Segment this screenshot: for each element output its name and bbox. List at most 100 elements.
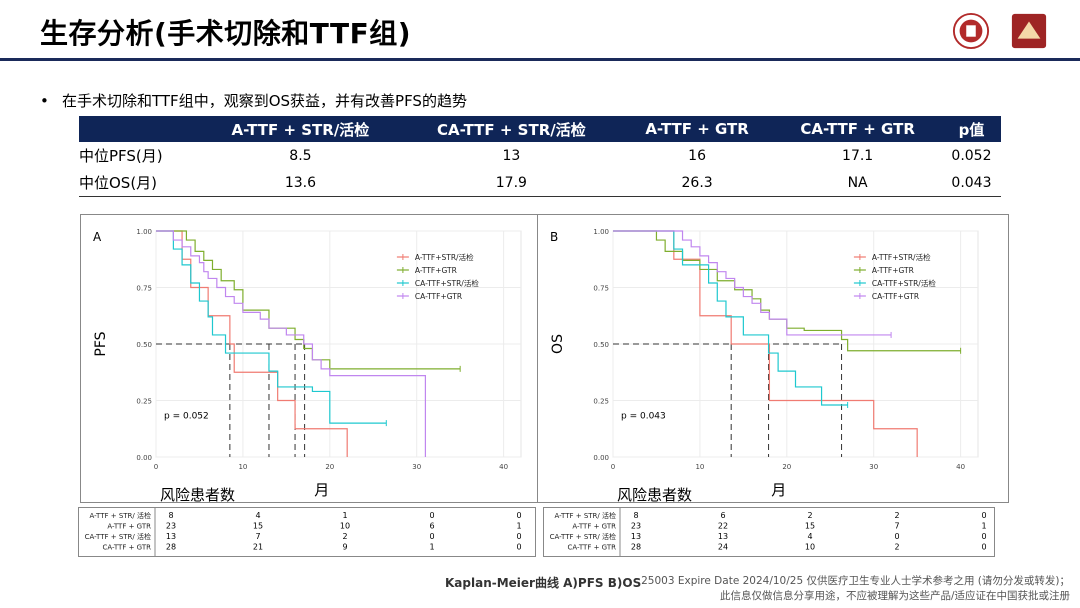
y-axis-label: PFS bbox=[93, 331, 109, 356]
legend-label: A-TTF+STR/活检 bbox=[415, 252, 474, 262]
y-tick-label: 0.75 bbox=[136, 285, 152, 293]
bullet-dot: • bbox=[40, 92, 49, 110]
risk-count: 2 bbox=[894, 511, 899, 520]
risk-row-label: CA-TTF + STR/ 活检 bbox=[85, 532, 151, 541]
risk-table-title-a: 风险患者数 bbox=[160, 486, 236, 504]
risk-count: 1 bbox=[429, 543, 434, 552]
risk-count: 1 bbox=[342, 511, 347, 520]
y-axis-label: OS bbox=[550, 334, 566, 354]
p-value-label: p = 0.052 bbox=[164, 412, 209, 422]
risk-table-a: A-TTF + STR/ 活检 8 4 1 0 0 A-TTF + GTR 23 15 10 6 1 C… bbox=[78, 507, 536, 557]
km-panel-a: 0.00 0.25 0.50 0.75 1.00 0 10 20 30 40 A PFS 月 A-TTF+… bbox=[80, 214, 542, 503]
disclaimer-watermark: 25003 Expire Date 2024/10/25 仅供医疗卫生专业人士学… bbox=[641, 574, 1070, 604]
y-tick-label: 0.75 bbox=[593, 285, 609, 293]
risk-count: 23 bbox=[166, 522, 176, 531]
row-label-os: 中位OS(月) bbox=[79, 169, 199, 197]
y-tick-label: 0.50 bbox=[136, 341, 152, 349]
table-cell: 8.5 bbox=[289, 147, 312, 164]
x-tick-label: 20 bbox=[782, 463, 791, 471]
table-cell: 17.1 bbox=[842, 147, 874, 164]
page-title: 生存分析(手术切除和TTF组) bbox=[40, 17, 412, 50]
table-header-p: p值 bbox=[941, 116, 1001, 142]
risk-count: 24 bbox=[718, 543, 728, 552]
risk-count: 15 bbox=[253, 522, 263, 531]
x-axis-label: 月 bbox=[771, 481, 786, 499]
x-tick-label: 40 bbox=[499, 463, 508, 471]
watermark-line-2: 此信息仅做信息分享用途，不应被理解为这些产品/适应证在中国获批或注册 bbox=[719, 590, 1070, 602]
risk-row-label: A-TTF + STR/ 活检 bbox=[90, 511, 151, 520]
risk-count: 10 bbox=[340, 522, 350, 531]
risk-count: 9 bbox=[342, 543, 347, 552]
y-tick-label: 0.00 bbox=[136, 454, 152, 462]
risk-count: 0 bbox=[981, 532, 986, 541]
title-divider bbox=[0, 58, 1080, 61]
risk-count: 7 bbox=[894, 522, 899, 531]
figure-caption: Kaplan-Meier曲线 A)PFS B)OS bbox=[445, 576, 642, 590]
x-tick-label: 0 bbox=[154, 463, 158, 471]
km-chart-os: 0.00 0.25 0.50 0.75 1.00 0 10 20 30 40 B OS 月 A-TTF+S… bbox=[550, 228, 979, 499]
panel-letter: A bbox=[93, 230, 102, 244]
risk-count: 28 bbox=[631, 543, 641, 552]
risk-count: 6 bbox=[429, 522, 434, 531]
x-tick-label: 0 bbox=[611, 463, 615, 471]
risk-count: 13 bbox=[166, 532, 176, 541]
km-panel-b: 0.00 0.25 0.50 0.75 1.00 0 10 20 30 40 B OS 月 A-TTF+S… bbox=[537, 214, 1009, 503]
risk-count: 0 bbox=[516, 543, 521, 552]
table-cell: 13.6 bbox=[199, 169, 402, 197]
x-tick-label: 30 bbox=[869, 463, 878, 471]
risk-count: 13 bbox=[631, 532, 641, 541]
risk-table-svg-b: A-TTF + STR/ 活检 8 6 2 2 0A-TTF + GTR 23 22 15 7 1C… bbox=[550, 508, 987, 556]
table-header-row: A-TTF + STR/活检 CA-TTF + STR/活检 A-TTF + G… bbox=[79, 116, 1001, 142]
risk-table-b: A-TTF + STR/ 活检 8 6 2 2 0 A-TTF + GTR 23 22 15 7 1 C… bbox=[543, 507, 995, 557]
risk-count: 0 bbox=[516, 532, 521, 541]
p-value-label: p = 0.043 bbox=[621, 412, 666, 422]
x-tick-label: 30 bbox=[412, 463, 421, 471]
risk-count: 2 bbox=[894, 543, 899, 552]
risk-row-label: A-TTF + STR/ 活检 bbox=[555, 511, 616, 520]
y-tick-label: 1.00 bbox=[593, 228, 609, 236]
km-curve bbox=[613, 230, 892, 336]
median-summary-table: A-TTF + STR/活检 CA-TTF + STR/活检 A-TTF + G… bbox=[79, 116, 1001, 197]
risk-count: 0 bbox=[429, 511, 434, 520]
km-chart-pfs: 0.00 0.25 0.50 0.75 1.00 0 10 20 30 40 A PFS 月 A-TTF+… bbox=[93, 228, 522, 499]
km-curve bbox=[156, 230, 348, 457]
y-tick-label: 0.00 bbox=[593, 454, 609, 462]
table-cell: 17.9 bbox=[401, 169, 621, 197]
km-curve bbox=[613, 230, 918, 457]
y-tick-label: 0.50 bbox=[593, 341, 609, 349]
risk-table-svg-a: A-TTF + STR/ 活检 8 4 1 0 0A-TTF + GTR 23 15 10 6 1C… bbox=[85, 508, 522, 556]
risk-count: 22 bbox=[718, 522, 728, 531]
risk-count: 6 bbox=[720, 511, 725, 520]
risk-count: 8 bbox=[168, 511, 173, 520]
risk-row-label: A-TTF + GTR bbox=[107, 523, 151, 531]
huashan-hospital-logo-icon bbox=[1011, 13, 1047, 49]
y-tick-label: 0.25 bbox=[136, 398, 152, 406]
risk-count: 4 bbox=[807, 532, 812, 541]
legend-label: A-TTF+STR/活检 bbox=[872, 252, 931, 262]
risk-count: 21 bbox=[253, 543, 263, 552]
table-row: 中位OS(月) 13.6 17.9 26.3 NA 0.043 bbox=[79, 169, 1001, 197]
risk-table-title-b: 风险患者数 bbox=[617, 486, 693, 504]
risk-count: 2 bbox=[342, 532, 347, 541]
risk-count: 1 bbox=[981, 522, 986, 531]
legend-label: CA-TTF+STR/活检 bbox=[415, 278, 479, 288]
risk-count: 0 bbox=[981, 511, 986, 520]
x-tick-label: 20 bbox=[325, 463, 334, 471]
panel-letter: B bbox=[550, 230, 558, 244]
table-cell: 26.3 bbox=[620, 169, 774, 197]
y-tick-label: 0.25 bbox=[593, 398, 609, 406]
table-header-a-str: A-TTF + STR/活检 bbox=[199, 116, 402, 142]
km-curve bbox=[156, 230, 427, 457]
table-header-empty bbox=[79, 116, 199, 142]
km-curve bbox=[613, 230, 961, 352]
km-curve bbox=[613, 230, 848, 406]
table-cell: NA bbox=[773, 169, 942, 197]
x-tick-label: 10 bbox=[695, 463, 704, 471]
x-tick-label: 40 bbox=[956, 463, 965, 471]
risk-count: 10 bbox=[805, 543, 815, 552]
risk-count: 23 bbox=[631, 522, 641, 531]
risk-row-label: CA-TTF + GTR bbox=[568, 544, 617, 552]
y-tick-label: 1.00 bbox=[136, 228, 152, 236]
risk-count: 0 bbox=[981, 543, 986, 552]
table-cell: 0.052 bbox=[951, 147, 992, 164]
